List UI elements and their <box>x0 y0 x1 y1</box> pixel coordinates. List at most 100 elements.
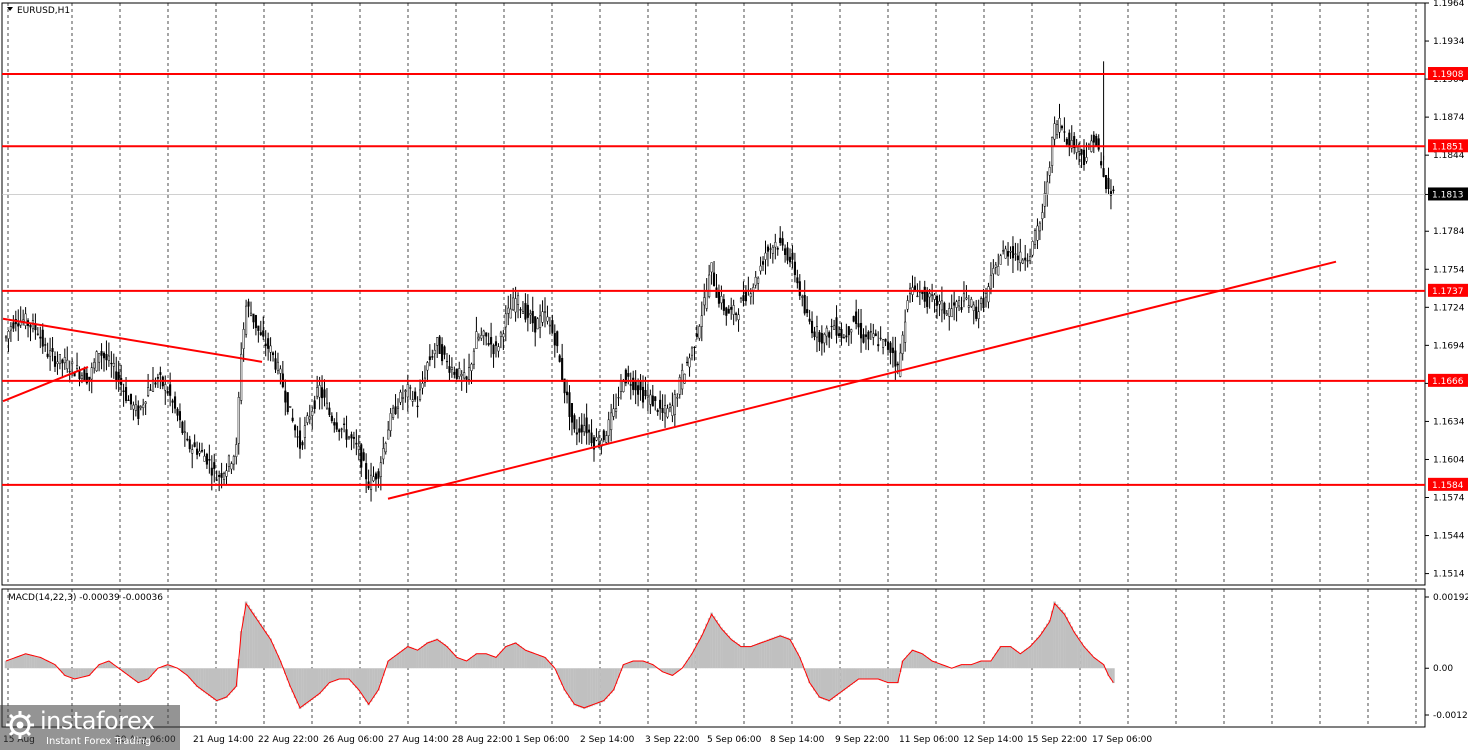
candle-body <box>595 437 598 441</box>
level-price-tag <box>1428 139 1468 153</box>
candle-body <box>66 359 69 370</box>
candle-body <box>730 307 733 310</box>
candle-body <box>428 356 431 361</box>
y-tick-label: 1.1544 <box>1433 532 1465 542</box>
candle-body <box>987 286 990 303</box>
candle-body <box>191 449 194 454</box>
candle-body <box>514 298 517 313</box>
candle-body <box>360 444 363 468</box>
candle-body <box>766 246 770 252</box>
candle-body <box>296 436 299 438</box>
candle-body <box>575 432 578 435</box>
candle-body <box>720 296 723 304</box>
candle-body <box>654 396 657 401</box>
candle-body <box>1002 250 1005 252</box>
candle-body <box>286 392 289 413</box>
candle-body <box>384 443 387 453</box>
candle-body <box>823 334 826 344</box>
candle-body <box>806 309 809 314</box>
current-price-tag <box>1428 187 1468 201</box>
candle-body <box>463 372 466 379</box>
candle-body <box>999 255 1002 265</box>
candle-body <box>1056 124 1059 136</box>
candle-body <box>205 453 208 465</box>
level-price-label: 1.1737 <box>1432 287 1464 297</box>
candle-body <box>847 326 850 336</box>
candle-body <box>551 320 554 333</box>
candle-body <box>1053 123 1056 140</box>
candle-body <box>210 467 213 476</box>
candle-body <box>235 444 238 457</box>
candle-body <box>1109 191 1113 196</box>
candle-body <box>377 471 380 479</box>
candle-body <box>61 359 64 364</box>
candle-body <box>938 300 941 305</box>
candle-body <box>406 384 409 398</box>
candle-body <box>284 390 287 403</box>
candle-body <box>896 363 899 366</box>
candle-body <box>230 463 233 470</box>
candle-body <box>482 330 485 336</box>
candle-body <box>759 265 762 272</box>
candle-body <box>970 299 973 307</box>
candle-body <box>580 424 583 433</box>
candle-body <box>36 333 39 335</box>
candle-body <box>93 362 96 369</box>
candle-body <box>203 455 206 462</box>
y-tick-label: 1.1574 <box>1433 494 1465 504</box>
candle-body <box>1046 181 1049 195</box>
candle-body <box>882 339 885 348</box>
candle-body <box>862 334 865 343</box>
candle-body <box>671 405 674 416</box>
candle-body <box>450 367 453 370</box>
candle-body <box>788 256 792 263</box>
candle-body <box>494 341 498 346</box>
candle-body <box>935 295 939 306</box>
candle-body <box>877 344 880 347</box>
candle-body <box>17 323 20 327</box>
candle-body <box>1036 225 1039 241</box>
candle-body <box>904 321 907 343</box>
x-tick-label: 22 Aug 22:00 <box>258 735 319 745</box>
candle-body <box>34 324 37 331</box>
candle-body <box>338 429 341 432</box>
candle-body <box>808 318 811 322</box>
candle-body <box>735 313 738 315</box>
candle-body <box>325 402 328 409</box>
candle-body <box>997 266 1000 276</box>
candle-body <box>757 277 760 284</box>
candle-body <box>837 333 841 337</box>
candle-body <box>698 326 701 339</box>
candle-body <box>820 333 823 344</box>
candle-body <box>980 298 983 304</box>
candle-body <box>252 313 255 323</box>
candle-body <box>441 344 444 362</box>
candle-body <box>725 307 728 316</box>
candle-body <box>727 308 730 314</box>
candle-body <box>933 294 936 300</box>
candle-body <box>318 385 321 398</box>
candle-body <box>776 247 779 250</box>
candle-body <box>673 394 676 415</box>
candle-body <box>649 394 652 405</box>
candle-body <box>176 408 179 416</box>
candle-body <box>602 430 605 441</box>
y-tick-label: 1.1964 <box>1433 0 1465 9</box>
candle-body <box>301 442 304 446</box>
candle-body <box>793 261 796 276</box>
candle-body <box>78 370 81 380</box>
candle-body <box>485 332 488 337</box>
candle-body <box>627 373 630 377</box>
x-tick-label: 9 Sep 22:00 <box>835 735 890 745</box>
candle-body <box>90 367 93 380</box>
candle-body <box>445 361 449 363</box>
candle-body <box>517 295 520 305</box>
candle-body <box>242 329 245 349</box>
candle-body <box>127 399 130 401</box>
x-tick-label: 3 Sep 22:00 <box>645 735 700 745</box>
price-panel-frame <box>1 2 1426 586</box>
candle-body <box>891 347 894 354</box>
candle-body <box>651 395 654 407</box>
candle-body <box>955 301 958 308</box>
